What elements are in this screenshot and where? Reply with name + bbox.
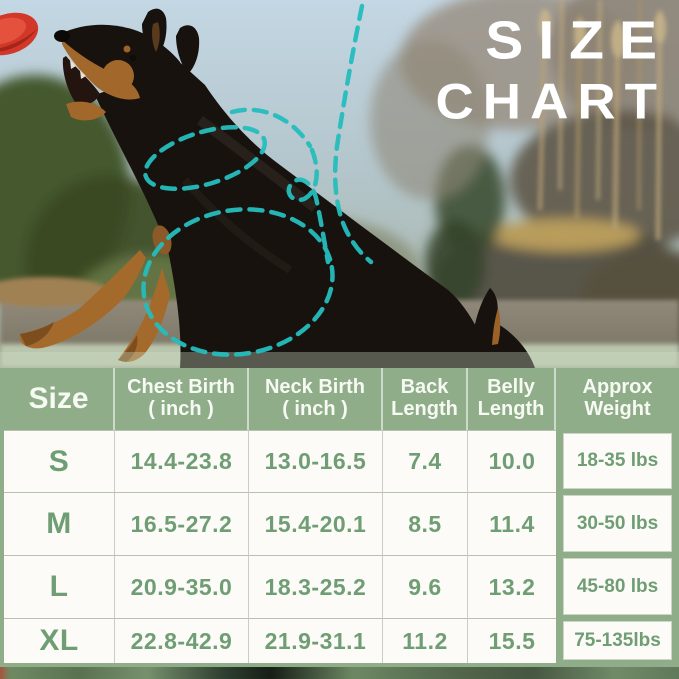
frisbee [0,12,39,56]
photo-scene [0,0,679,368]
table-cell-size-xl: XL [4,618,115,663]
table-cell-back-l: 9.6 [383,555,468,618]
column-header-size: Size [4,368,115,430]
table-cell-belly-l: 13.2 [468,555,556,618]
column-header-weight: Approx Weight [582,376,653,420]
table-cell-weight-xl: 75-135lbs [563,621,672,660]
column-header-belly: Belly Length [468,368,556,430]
size-chart-table: Size Chest Birth ( inch ) Neck Birth ( i… [0,368,679,667]
page-title: SIZE CHART [436,14,657,128]
measurement-lines [141,3,374,357]
table-cell-weight-m: 30-50 lbs [563,495,672,552]
table-cell-neck-m: 15.4-20.1 [249,492,383,555]
table-cell-neck-xl: 21.9-31.1 [249,618,383,663]
grass-band [0,352,679,368]
table-cell-size-s: S [4,430,115,492]
neck-measure-line [142,124,268,192]
table-cell-weight-l: 45-80 lbs [563,558,672,615]
table-cell-chest-xl: 22.8-42.9 [115,618,249,663]
title-line-size: SIZE [485,10,672,71]
table-cell-belly-xl: 15.5 [468,618,556,663]
table-cell-back-s: 7.4 [383,430,468,492]
hero-photo: SIZE CHART [0,0,679,368]
back-measure-arc [229,107,313,149]
table-cell-weight-s: 18-35 lbs [563,433,672,489]
table-cell-back-m: 8.5 [383,492,468,555]
table-cell-neck-l: 18.3-25.2 [249,555,383,618]
table-cell-chest-s: 14.4-23.8 [115,430,249,492]
table-cell-chest-m: 16.5-27.2 [115,492,249,555]
table-cell-belly-m: 11.4 [468,492,556,555]
title-line-chart: CHART [435,73,666,130]
column-header-neck: Neck Birth ( inch ) [249,368,383,430]
chest-measure-line [141,207,335,357]
dog [19,8,535,368]
table-cell-back-xl: 11.2 [383,618,468,663]
table-cell-neck-s: 13.0-16.5 [249,430,383,492]
table-cell-size-l: L [4,555,115,618]
column-header-back: Back Length [383,368,468,430]
table-cell-belly-s: 10.0 [468,430,556,492]
reeds [538,0,666,241]
table-cell-size-m: M [4,492,115,555]
bottom-image-sliver [0,667,679,679]
column-header-chest: Chest Birth ( inch ) [115,368,249,430]
table-cell-chest-l: 20.9-35.0 [115,555,249,618]
tape-hook-line [286,147,331,265]
tape-curve-line [332,3,374,265]
